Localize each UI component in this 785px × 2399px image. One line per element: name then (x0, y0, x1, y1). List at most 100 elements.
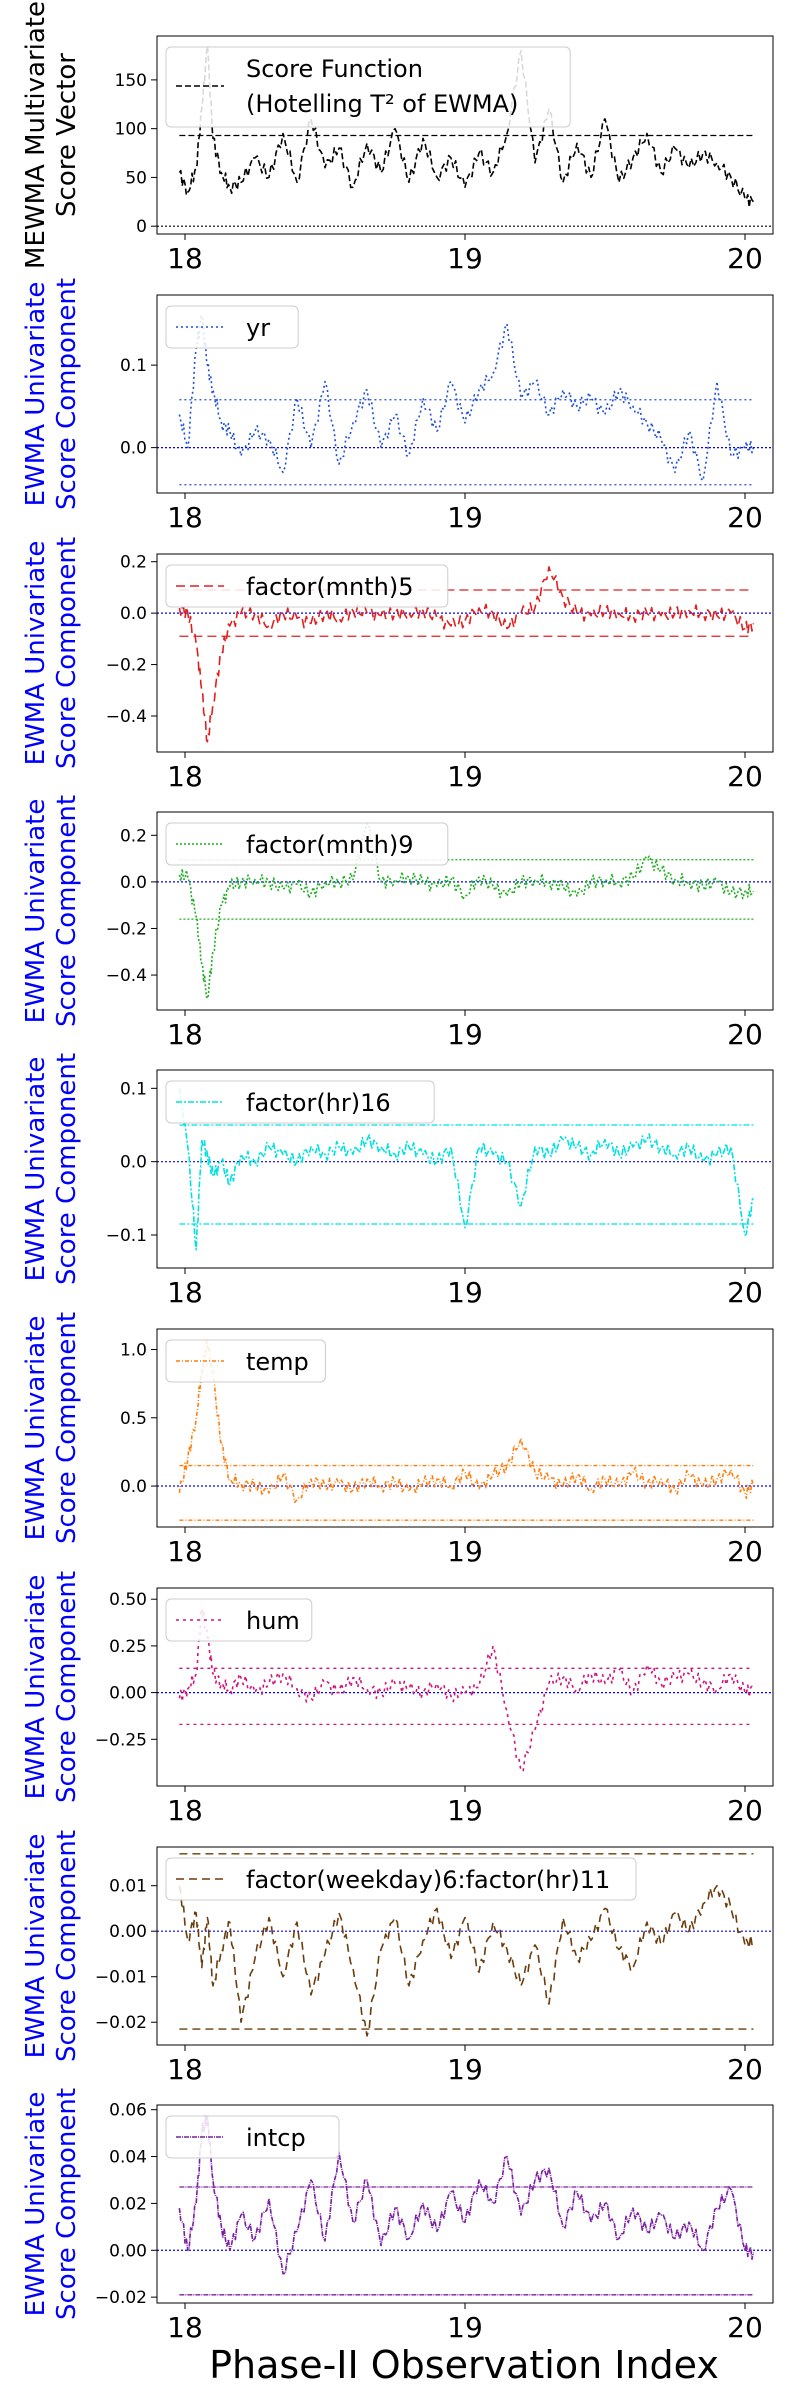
x-tick-label: 19 (447, 760, 483, 793)
x-tick-label: 18 (167, 2311, 203, 2344)
series-line (178, 1884, 755, 2037)
series-line (178, 45, 755, 209)
y-tick-label: 100 (115, 120, 147, 140)
x-tick-label: 20 (727, 242, 763, 275)
y-axis-label: EWMA UnivariateScore Component (21, 1830, 82, 2062)
y-axis-label-line: EWMA Univariate (21, 1057, 51, 1282)
panel-2: 0.0 0.1 18 19 20 EWMA UnivariateScore Compone… (21, 278, 774, 534)
y-tick-label: 0.00 (109, 1684, 147, 1704)
y-axis-label-line: EWMA Univariate (21, 1575, 51, 1800)
y-tick-label: 150 (115, 71, 147, 91)
y-tick-label: −0.2 (106, 656, 147, 676)
y-axis-label: EWMA UnivariateScore Component (21, 1312, 82, 1544)
figure-x-axis-label: Phase-II Observation Index (209, 2343, 719, 2387)
plot-area (157, 1853, 773, 2037)
legend-label: Score Function (246, 55, 423, 83)
y-tick-label: 0.02 (109, 2194, 147, 2214)
panel-3: −0.4 −0.2 0.0 0.2 18 19 20 EWMA UnivariateScore… (21, 537, 774, 793)
x-tick-label: 18 (167, 2053, 203, 2086)
y-tick-label: −0.1 (106, 1226, 147, 1246)
y-axis-label: EWMA UnivariateScore Component (21, 795, 82, 1027)
y-tick-label: 1.0 (120, 1340, 147, 1360)
legend-label: intcp (246, 2124, 306, 2152)
panel-5: −0.1 0.0 0.1 18 19 20 EWMA UnivariateScore Com… (21, 1053, 774, 1309)
legend-label: temp (246, 1348, 309, 1376)
legend-label: (Hotelling T² of EWMA) (246, 90, 518, 118)
legend-label: hum (246, 1607, 300, 1635)
y-axis-label: EWMA UnivariateScore Component (21, 2088, 82, 2320)
series-line (178, 1339, 755, 1504)
y-tick-label: −0.4 (106, 966, 147, 986)
legend-box (165, 46, 571, 128)
panel-4: −0.4 −0.2 0.0 0.2 18 19 20 EWMA UnivariateScore… (21, 795, 774, 1051)
legend-box (165, 822, 449, 866)
legend-label: factor(weekday)6:factor(hr)11 (246, 1866, 610, 1894)
legend-box (165, 1339, 326, 1383)
y-tick-label: 0.0 (120, 873, 147, 893)
x-tick-label: 20 (727, 760, 763, 793)
plot-area (157, 566, 773, 743)
y-axis-label-line: EWMA Univariate (21, 2092, 51, 2317)
x-tick-label: 18 (167, 760, 203, 793)
y-axis-label-line: EWMA Univariate (21, 282, 51, 507)
x-tick-label: 18 (167, 1794, 203, 1827)
y-axis-label-line: EWMA Univariate (21, 799, 51, 1024)
y-axis-label-line: Score Component (52, 795, 82, 1027)
x-tick-label: 18 (167, 501, 203, 534)
plot-area (157, 822, 773, 1000)
legend-box (165, 1080, 435, 1124)
y-tick-label: −0.4 (106, 707, 147, 727)
series-line (178, 1607, 755, 1772)
y-tick-label: 50 (125, 168, 147, 188)
y-tick-label: 0.1 (120, 356, 147, 376)
y-axis-label-line: Score Component (52, 1830, 82, 2062)
y-axis-label-line: Score Component (52, 2088, 82, 2320)
x-tick-label: 19 (447, 501, 483, 534)
series-line (178, 314, 755, 482)
x-tick-label: 19 (447, 2053, 483, 2086)
x-tick-label: 18 (167, 242, 203, 275)
legend-label: factor(mnth)5 (246, 573, 414, 601)
x-tick-label: 19 (447, 242, 483, 275)
x-tick-label: 19 (447, 1794, 483, 1827)
y-tick-label: −0.02 (95, 2013, 147, 2033)
x-tick-label: 18 (167, 1535, 203, 1568)
panel-9: −0.02 0.00 0.02 0.04 0.06 18 19 20 EWMA Univaria… (21, 2088, 774, 2344)
legend-label: factor(mnth)9 (246, 831, 414, 859)
plot-area (157, 1088, 773, 1251)
series-line (178, 566, 755, 743)
y-tick-label: 0.0 (120, 439, 147, 459)
panel-6: 0.0 0.5 1.0 18 19 20 EWMA UnivariateScore Comp… (21, 1312, 774, 1568)
y-axis-label-line: EWMA Univariate (21, 1316, 51, 1541)
x-tick-label: 20 (727, 1018, 763, 1051)
series-line (178, 1088, 755, 1251)
x-tick-label: 19 (447, 1018, 483, 1051)
y-axis-label: EWMA UnivariateScore Component (21, 1571, 82, 1803)
y-tick-label: 0.0 (120, 1477, 147, 1497)
y-axis-label-line: Score Component (52, 537, 82, 769)
y-tick-label: −0.2 (106, 919, 147, 939)
y-tick-label: 0.0 (120, 1153, 147, 1173)
y-axis-label: EWMA UnivariateScore Component (21, 537, 82, 769)
y-axis-label-line: Score Component (52, 278, 82, 510)
y-tick-label: 0.06 (109, 2101, 147, 2121)
x-tick-label: 20 (727, 1535, 763, 1568)
y-axis-label-line: Score Vector (52, 53, 82, 217)
y-tick-label: 0.0 (120, 604, 147, 624)
x-tick-label: 20 (727, 501, 763, 534)
y-axis-label: MEWMA MultivariateScore Vector (21, 1, 82, 269)
y-tick-label: 0.00 (109, 1922, 147, 1942)
series-line (178, 2115, 755, 2275)
x-tick-label: 20 (727, 2311, 763, 2344)
legend-label: yr (246, 314, 270, 342)
x-tick-label: 19 (447, 1276, 483, 1309)
y-axis-label-line: Score Component (52, 1053, 82, 1285)
plot-area (157, 1607, 773, 1772)
panel-1: 0 50 100 150 18 19 20 MEWMA MultivariateScore V… (21, 1, 774, 275)
legend-box (165, 1598, 313, 1642)
legend-box (165, 564, 449, 608)
y-tick-label: 0.01 (109, 1877, 147, 1897)
panels-group: 0 50 100 150 18 19 20 MEWMA MultivariateScore V… (21, 1, 774, 2344)
y-tick-label: 0.2 (120, 553, 147, 573)
y-tick-label: 0 (136, 217, 147, 237)
